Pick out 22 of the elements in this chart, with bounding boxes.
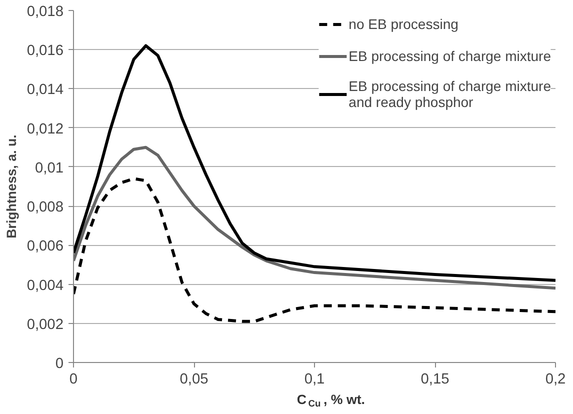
y-tick-label: 0,016 xyxy=(26,43,64,60)
legend-label: no EB processing xyxy=(348,16,458,32)
y-tick-label: 0,018 xyxy=(26,4,64,20)
legend-label: EB processing of charge mixture xyxy=(348,48,551,64)
y-tick-label: 0,014 xyxy=(26,82,64,98)
line-series xyxy=(74,146,556,290)
x-tick-label: 0,2 xyxy=(545,372,566,388)
y-axis-title: Brightness, a. u. xyxy=(4,134,19,238)
x-tick-label: 0,1 xyxy=(304,372,325,388)
y-tick-label: 0 xyxy=(55,356,64,372)
y-tick-label: 0,004 xyxy=(26,278,64,294)
y-tick-label: 0,006 xyxy=(26,238,64,255)
line-series xyxy=(74,177,556,323)
y-tick-label: 0,002 xyxy=(26,316,64,333)
line-series xyxy=(74,44,556,282)
y-tick-label: 0,008 xyxy=(26,200,64,216)
y-tick-label: 0,012 xyxy=(26,121,64,138)
x-tick-label: 0,15 xyxy=(420,372,450,388)
x-tick-label: 0,05 xyxy=(180,372,208,388)
x-tick-label: 0 xyxy=(69,372,78,388)
legend-label: EB processing of charge mixture and ready phosphor xyxy=(348,78,551,110)
y-tick-label: 0,01 xyxy=(34,160,64,176)
